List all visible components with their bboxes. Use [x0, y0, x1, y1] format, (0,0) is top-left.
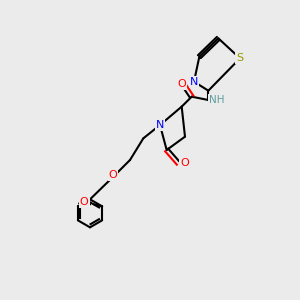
- Text: N: N: [190, 77, 198, 87]
- Text: S: S: [236, 53, 244, 63]
- Text: O: O: [109, 170, 117, 180]
- Text: N: N: [156, 120, 164, 130]
- Text: O: O: [180, 158, 189, 168]
- Text: NH: NH: [208, 95, 224, 105]
- Text: O: O: [80, 197, 88, 207]
- Text: O: O: [178, 79, 186, 89]
